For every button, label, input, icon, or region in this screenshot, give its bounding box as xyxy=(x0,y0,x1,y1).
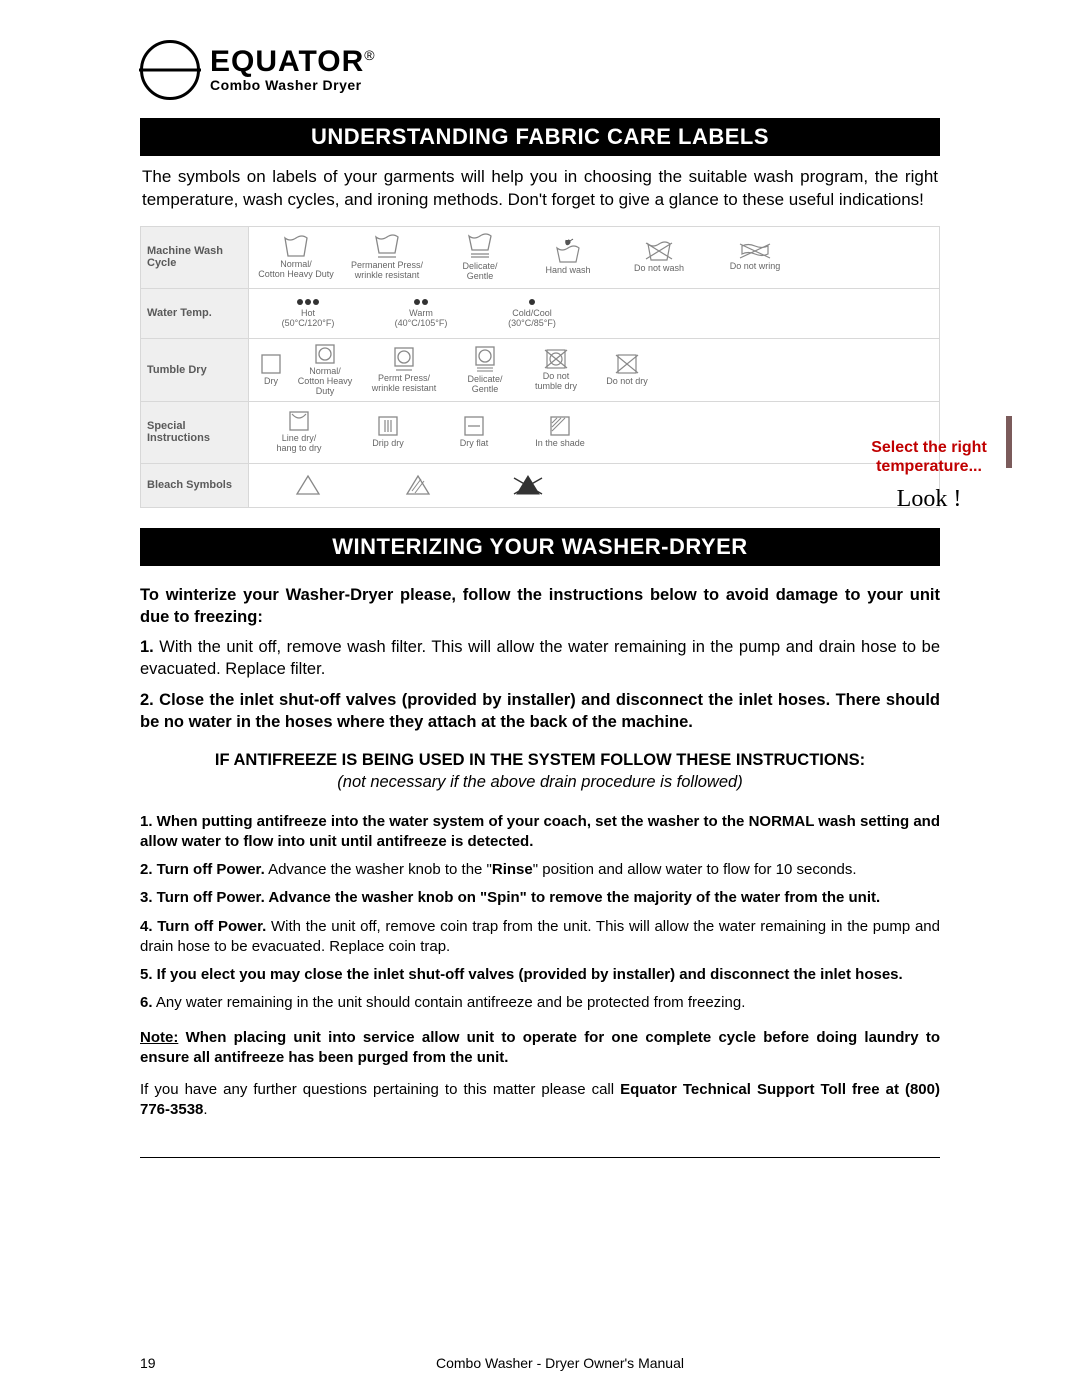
wash-tub-2line-icon xyxy=(467,232,493,260)
logo-mark xyxy=(140,40,200,100)
dry-flat-icon xyxy=(463,415,485,437)
tumble-perm-icon xyxy=(393,346,415,372)
winter-step1: 1. With the unit off, remove wash filter… xyxy=(140,636,940,681)
cell: Do nottumble dry xyxy=(523,348,589,392)
cell: Dry xyxy=(253,353,289,387)
cell xyxy=(253,473,363,497)
cell: Normal/Cotton Heavy Duty xyxy=(289,343,361,397)
row-label: Tumble Dry xyxy=(141,339,249,401)
callout: Select the right temperature... Look ! xyxy=(848,438,1010,513)
cell xyxy=(473,473,583,497)
tumble-delicate-icon xyxy=(474,345,496,373)
hand-wash-icon xyxy=(554,238,582,264)
row-label: Machine Wash Cycle xyxy=(141,227,249,288)
line-dry-icon xyxy=(288,410,310,432)
shade-icon xyxy=(549,415,571,437)
logo-sub: Combo Washer Dryer xyxy=(210,77,375,93)
drip-dry-icon xyxy=(377,415,399,437)
logo: EQUATOR® Combo Washer Dryer xyxy=(140,40,940,100)
logo-main: EQUATOR xyxy=(210,45,364,78)
cell: Do not wring xyxy=(707,242,803,272)
cell: Warm(40°C/105°F) xyxy=(363,297,479,329)
footer: 19 Combo Washer - Dryer Owner's Manual xyxy=(140,1355,940,1371)
logo-reg: ® xyxy=(364,47,374,63)
cell: Normal/Cotton Heavy Duty xyxy=(253,234,339,280)
dry-square-icon xyxy=(260,353,282,375)
cell: Dry flat xyxy=(431,415,517,449)
dots-1-icon xyxy=(527,297,537,307)
winter-note: Note: When placing unit into service all… xyxy=(140,1028,940,1069)
footer-rule xyxy=(140,1157,940,1158)
dots-2-icon xyxy=(412,297,430,307)
bleach-triangle-icon xyxy=(295,473,321,497)
cell: In the shade xyxy=(517,415,603,449)
callout-red-text: Select the right temperature... xyxy=(848,438,1010,476)
row-label: Bleach Symbols xyxy=(141,464,249,507)
cell: Drip dry xyxy=(345,415,431,449)
antifreeze-head: IF ANTIFREEZE IS BEING USED IN THE SYSTE… xyxy=(140,749,940,771)
af-step4: 4. Turn off Power. With the unit off, re… xyxy=(140,917,940,958)
dots-3-icon xyxy=(295,297,321,307)
antifreeze-note: (not necessary if the above drain proced… xyxy=(140,771,940,793)
af-step2: 2. Turn off Power. Advance the washer kn… xyxy=(140,860,940,880)
tumble-normal-icon xyxy=(314,343,336,365)
wash-tub-underline-icon xyxy=(374,233,400,259)
cell: Permt Press/wrinkle resistant xyxy=(361,346,447,394)
support-line: If you have any further questions pertai… xyxy=(140,1080,940,1121)
cell: Cold/Cool(30°C/85°F) xyxy=(479,297,585,329)
winter-step2: 2. Close the inlet shut-off valves (prov… xyxy=(140,689,940,734)
cell: Hot(50°C/120°F) xyxy=(253,297,363,329)
bleach-non-chlorine-icon xyxy=(405,473,431,497)
cell: Permanent Press/wrinkle resistant xyxy=(339,233,435,281)
cell: Delicate/Gentle xyxy=(435,232,525,282)
fabric-intro: The symbols on labels of your garments w… xyxy=(142,166,938,212)
section-bar-winter: WINTERIZING YOUR WASHER-DRYER xyxy=(140,528,940,566)
row-label: Water Temp. xyxy=(141,289,249,338)
af-step3: 3. Turn off Power. Advance the washer kn… xyxy=(140,888,940,908)
cell: Line dry/hang to dry xyxy=(253,410,345,454)
winter-lead: To winterize your Washer-Dryer please, f… xyxy=(140,584,940,629)
cell: Delicate/Gentle xyxy=(447,345,523,395)
af-step6: 6. Any water remaining in the unit shoul… xyxy=(140,993,940,1013)
af-step5: 5. If you elect you may close the inlet … xyxy=(140,965,940,985)
no-tumble-icon xyxy=(544,348,568,370)
do-not-wash-icon xyxy=(644,240,674,262)
callout-look: Look ! xyxy=(848,486,1010,513)
af-step1: 1. When putting antifreeze into the wate… xyxy=(140,812,940,853)
section-bar-fabric: UNDERSTANDING FABRIC CARE LABELS xyxy=(140,118,940,156)
do-not-wring-icon xyxy=(738,242,772,260)
callout-red-bar xyxy=(1006,416,1012,468)
cell xyxy=(363,473,473,497)
cell: Do not wash xyxy=(611,240,707,274)
cell: Hand wash xyxy=(525,238,611,276)
page-number: 19 xyxy=(140,1355,180,1371)
row-label: Special Instructions xyxy=(141,402,249,463)
wash-tub-icon xyxy=(283,234,309,258)
no-dry-icon xyxy=(615,353,639,375)
cell: Do not dry xyxy=(589,353,665,387)
footer-title: Combo Washer - Dryer Owner's Manual xyxy=(180,1355,940,1371)
no-bleach-icon xyxy=(513,473,543,497)
fabric-table: Machine Wash Cycle Normal/Cotton Heavy D… xyxy=(140,226,940,508)
